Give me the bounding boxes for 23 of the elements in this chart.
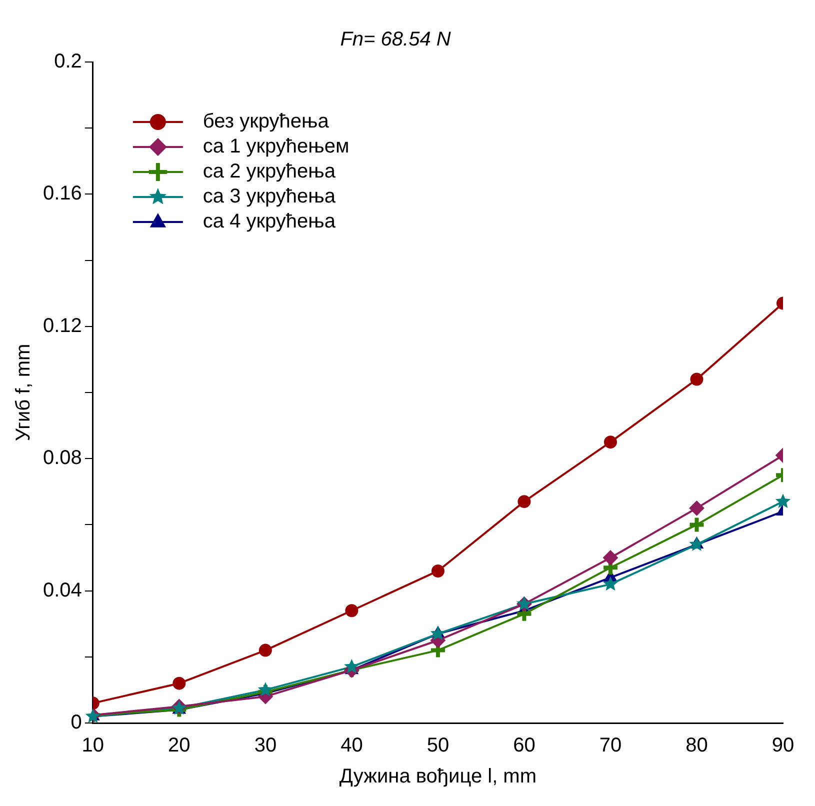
legend-label: са 3 укрућења (202, 186, 336, 208)
x-tick-label: 60 (513, 734, 536, 757)
x-tick-label: 80 (686, 734, 708, 757)
chart-title: Fn= 68.54 N (340, 28, 452, 51)
x-tick-label: 40 (340, 734, 363, 757)
y-axis-title: Угиб f, mm (12, 344, 35, 442)
x-tick-label: 20 (168, 734, 190, 757)
y-tick-label: 0.12 (42, 314, 82, 337)
legend-label: са 4 укрућења (202, 210, 336, 233)
x-tick-label: 90 (772, 734, 794, 757)
x-tick-label: 50 (426, 734, 450, 757)
legend-label: без укрућења (202, 110, 330, 133)
x-axis-title: Дужина вођице l, mm (339, 766, 537, 788)
y-tick-label: 0.16 (42, 182, 82, 205)
legend-label: са 2 укрућења (202, 160, 336, 183)
legend-label: са 1 укрућењем (202, 136, 350, 158)
x-tick-label: 30 (254, 734, 277, 757)
x-tick-label: 10 (82, 734, 104, 757)
y-tick-label: 0.2 (54, 50, 82, 73)
y-tick-label: 0.08 (42, 447, 82, 470)
y-tick-label: 0.04 (42, 579, 82, 602)
x-tick-label: 70 (599, 734, 622, 757)
y-tick-label: 0 (70, 712, 82, 734)
